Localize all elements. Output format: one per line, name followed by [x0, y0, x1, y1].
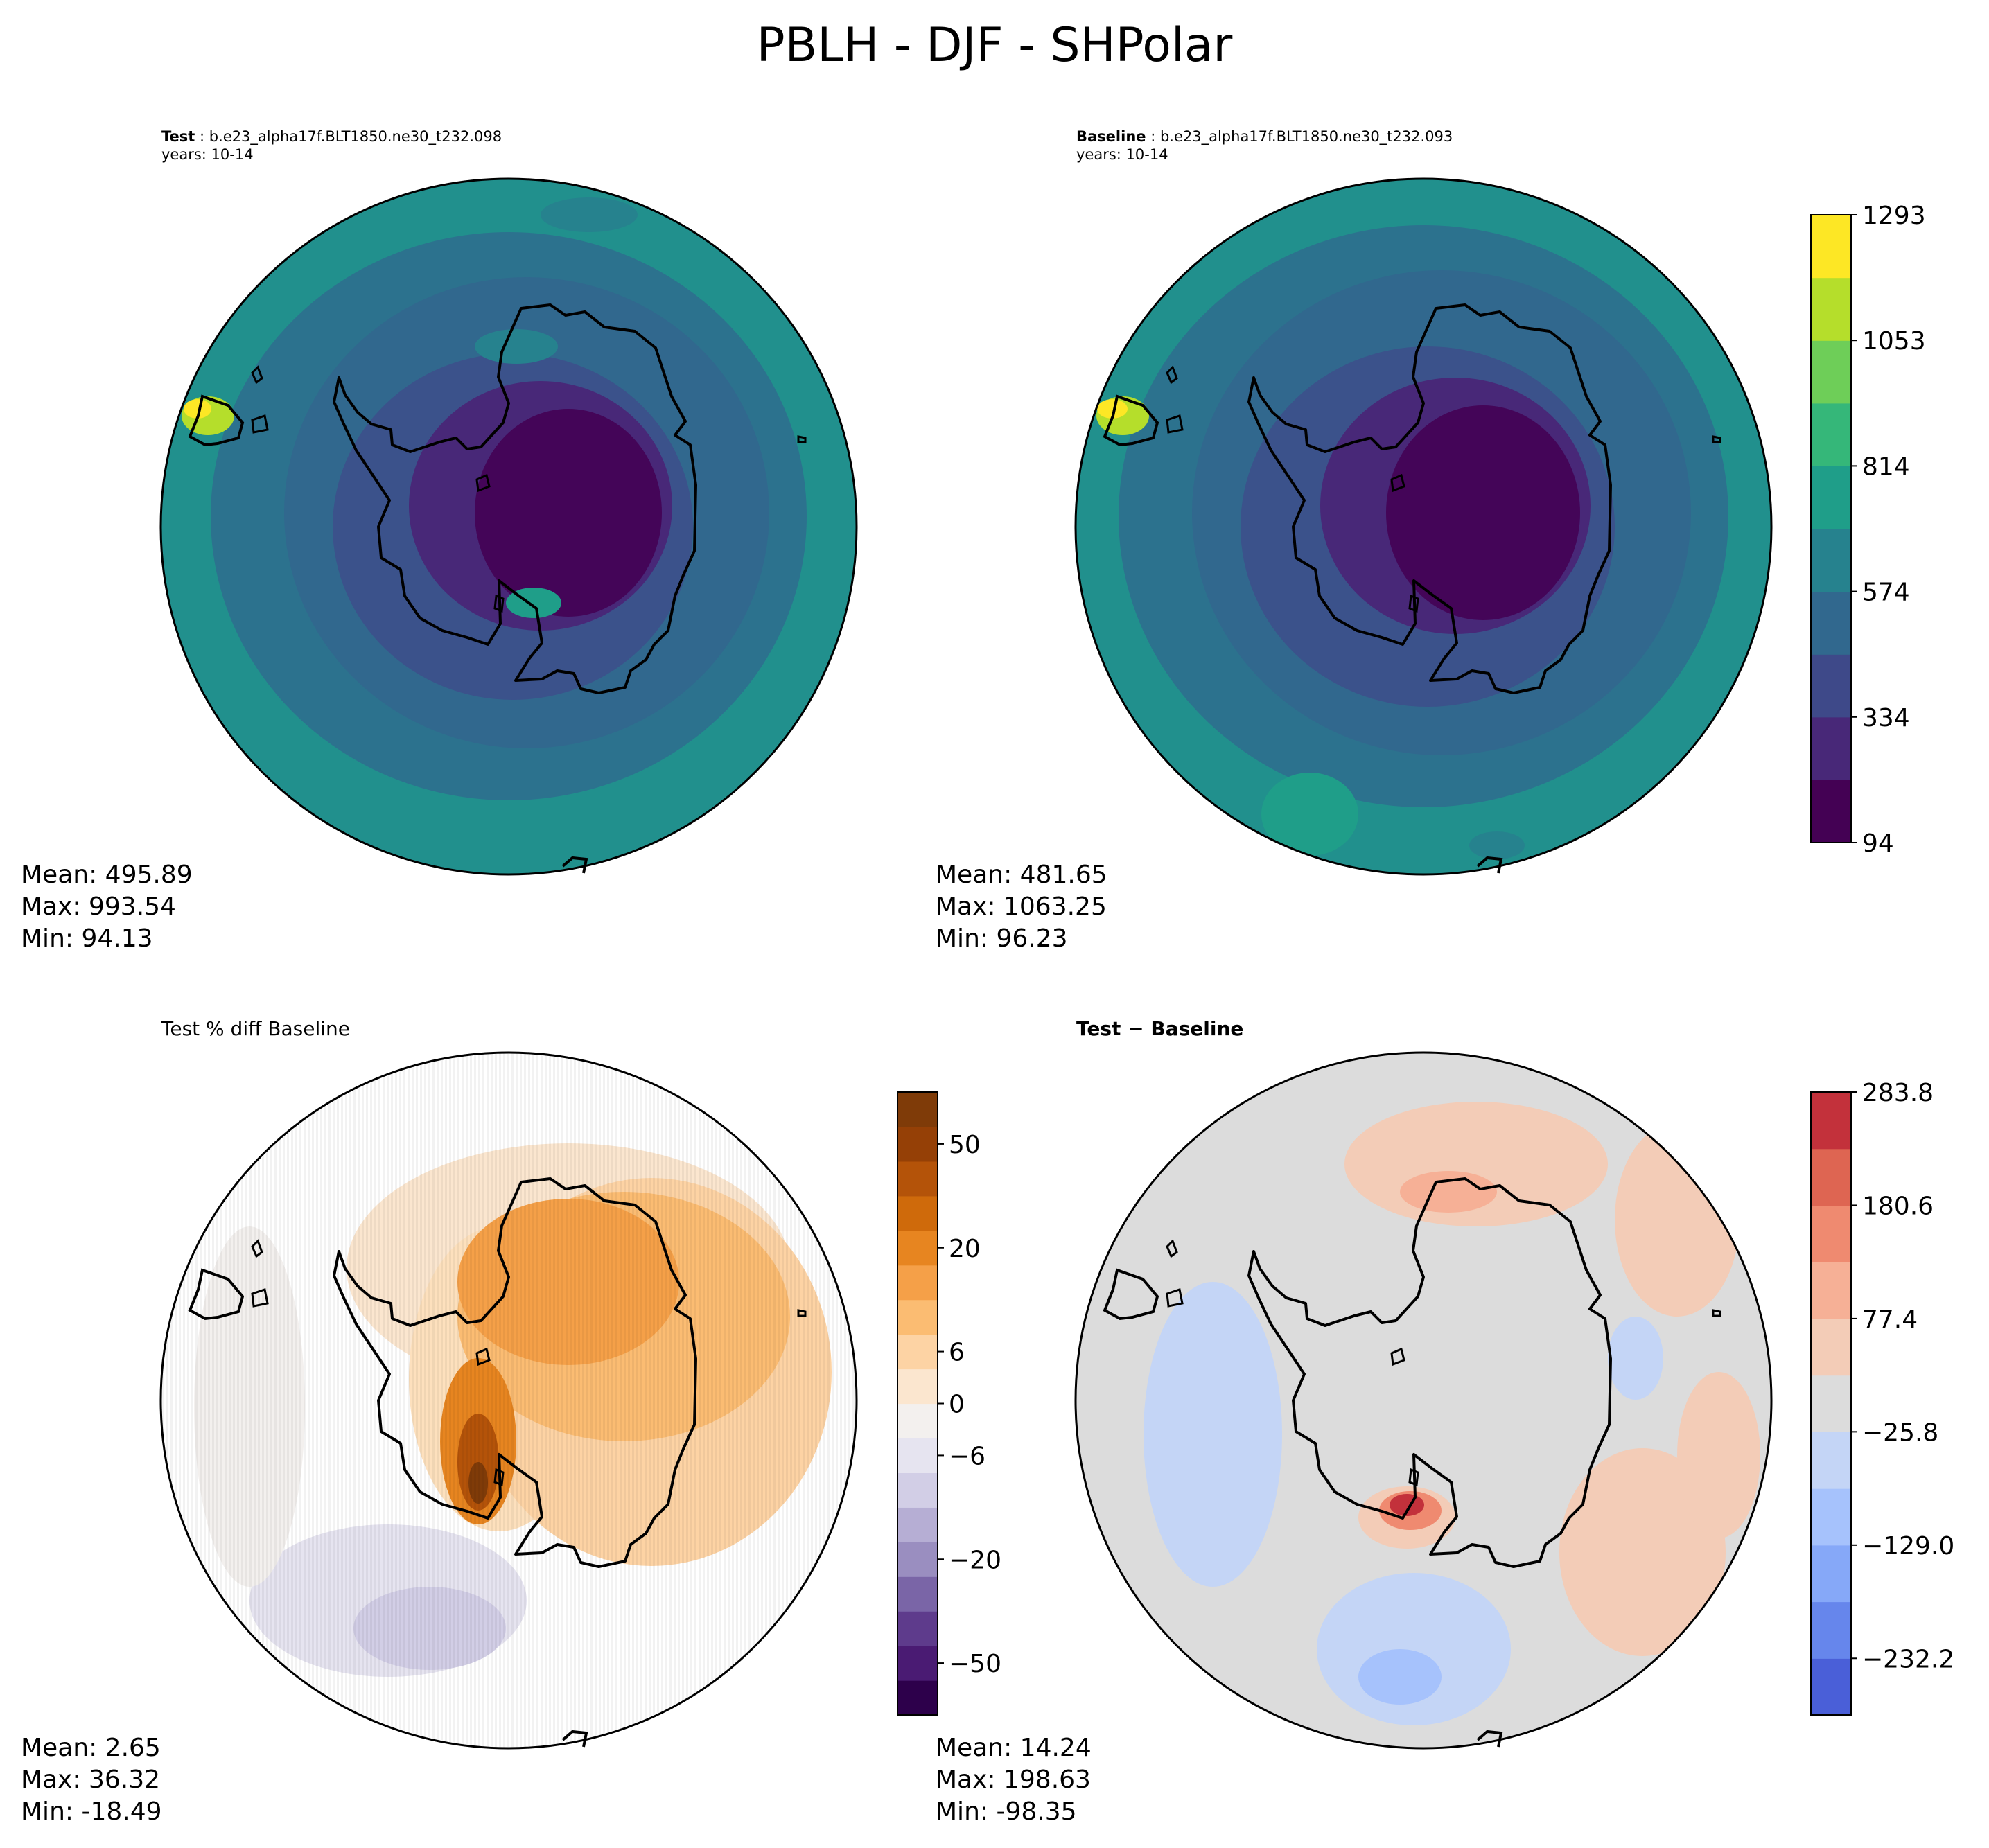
puor-swatch — [897, 1092, 938, 1127]
pctdiff-max: Max: 36.32 — [21, 1766, 161, 1794]
puor-tick-label: 0 — [949, 1391, 965, 1419]
coolwarm-swatch — [1811, 1545, 1851, 1603]
baseline-min: Min: 96.23 — [936, 924, 1068, 953]
puor-swatch — [897, 1299, 938, 1335]
viridis-swatch — [1811, 340, 1851, 404]
viridis-swatch — [1811, 529, 1851, 592]
pctdiff-mean: Mean: 2.65 — [21, 1734, 161, 1762]
test-max: Max: 993.54 — [21, 892, 176, 921]
coolwarm-frame — [1810, 1091, 1852, 1716]
coolwarm-swatch — [1811, 1658, 1851, 1716]
viridis-swatch — [1811, 780, 1851, 843]
test-mean: Mean: 495.89 — [21, 861, 193, 889]
coolwarm-tick-label: 77.4 — [1862, 1305, 1918, 1334]
test-case-name: b.e23_alpha17f.BLT1850.ne30_t232.098 — [209, 128, 502, 145]
coolwarm-swatch — [1811, 1601, 1851, 1659]
puor-swatch — [897, 1507, 938, 1542]
viridis-colorbar: 94 334 574 814 1053 1293 — [1810, 202, 1926, 858]
puor-tick-label: 50 — [949, 1131, 981, 1159]
baseline-case-name: b.e23_alpha17f.BLT1850.ne30_t232.093 — [1159, 128, 1453, 145]
coolwarm-swatch — [1811, 1205, 1851, 1262]
puor-tick-label: −50 — [949, 1650, 1001, 1678]
puor-swatch — [897, 1680, 938, 1716]
pctdiff-min: Min: -18.49 — [21, 1797, 162, 1826]
puor-swatch — [897, 1126, 938, 1162]
puor-swatch — [897, 1403, 938, 1439]
viridis-swatch — [1811, 654, 1851, 718]
puor-tick-label: −6 — [949, 1442, 985, 1470]
baseline-mean: Mean: 481.65 — [936, 861, 1107, 889]
test-case-label: Test : b.e23_alpha17f.BLT1850.ne30_t232.… — [161, 128, 502, 145]
coolwarm-tick-label: 180.6 — [1862, 1192, 1934, 1220]
viridis-tick-label: 94 — [1862, 829, 1894, 858]
puor-swatch — [897, 1369, 938, 1405]
baseline-case-label: Baseline : b.e23_alpha17f.BLT1850.ne30_t… — [1076, 128, 1453, 145]
baseline-label: Baseline — [1076, 128, 1146, 145]
coolwarm-swatch — [1811, 1262, 1851, 1319]
coolwarm-tick-label: −232.2 — [1862, 1645, 1954, 1673]
coolwarm-tick-label: −25.8 — [1862, 1418, 1938, 1447]
puor-swatch — [897, 1265, 938, 1301]
puor-tick-label: 20 — [949, 1235, 981, 1263]
diff-map-panel — [1074, 1051, 1773, 1750]
test-min: Min: 94.13 — [21, 924, 153, 953]
puor-swatch — [897, 1230, 938, 1266]
puor-swatch — [897, 1576, 938, 1612]
viridis-swatch — [1811, 403, 1851, 466]
coolwarm-colorbar: −232.2 −129.0 −25.8 77.4 180.6 283.8 — [1810, 1079, 1954, 1716]
puor-swatch — [897, 1438, 938, 1473]
puor-swatch — [897, 1472, 938, 1508]
puor-tick-label: 6 — [949, 1339, 965, 1367]
diff-max: Max: 198.63 — [936, 1766, 1091, 1794]
baseline-map-panel — [1074, 177, 1773, 876]
coolwarm-tick-label: 283.8 — [1862, 1079, 1934, 1107]
puor-swatch — [897, 1334, 938, 1370]
viridis-tick-label: 334 — [1862, 704, 1910, 732]
coolwarm-swatch — [1811, 1375, 1851, 1432]
coolwarm-swatch — [1811, 1488, 1851, 1546]
baseline-stats: Mean: 481.65 Max: 1063.25 Min: 96.23 — [936, 859, 1107, 955]
coolwarm-swatch — [1811, 1432, 1851, 1489]
viridis-swatch — [1811, 591, 1851, 655]
diff-title: Test − Baseline — [1076, 1017, 1244, 1040]
baseline-years: years: 10-14 — [1076, 146, 1168, 163]
figure-title: PBLH - DJF - SHPolar — [757, 18, 1233, 73]
puor-swatch — [897, 1161, 938, 1197]
pctdiff-title: Test % diff Baseline — [161, 1017, 351, 1040]
viridis-swatch — [1811, 215, 1851, 279]
puor-colorbar: −50 −20 −6 0 6 20 50 — [897, 1091, 1001, 1716]
viridis-tick-label: 1293 — [1862, 202, 1926, 230]
baseline-max: Max: 1063.25 — [936, 892, 1107, 921]
viridis-swatch — [1811, 466, 1851, 529]
viridis-tick-label: 574 — [1862, 579, 1910, 607]
viridis-tick-label: 814 — [1862, 452, 1910, 481]
viridis-swatch — [1811, 277, 1851, 341]
pctdiff-stats: Mean: 2.65 Max: 36.32 Min: -18.49 — [21, 1732, 162, 1828]
coolwarm-tick-label: −129.0 — [1862, 1532, 1954, 1560]
diff-mean: Mean: 14.24 — [936, 1734, 1092, 1762]
puor-tick-label: −20 — [949, 1546, 1001, 1574]
coolwarm-swatch — [1811, 1318, 1851, 1376]
test-stats: Mean: 495.89 Max: 993.54 Min: 94.13 — [21, 859, 193, 955]
viridis-tick-label: 1053 — [1862, 327, 1926, 355]
test-years: years: 10-14 — [161, 146, 254, 163]
puor-swatch — [897, 1195, 938, 1231]
pctdiff-map-panel — [159, 1051, 858, 1750]
coolwarm-swatch — [1811, 1092, 1851, 1150]
test-label: Test — [161, 128, 195, 145]
diff-stats: Mean: 14.24 Max: 198.63 Min: -98.35 — [936, 1732, 1092, 1828]
viridis-swatch — [1811, 716, 1851, 780]
puor-swatch — [897, 1542, 938, 1577]
puor-swatch — [897, 1611, 938, 1646]
viridis-frame — [1810, 214, 1852, 843]
coolwarm-swatch — [1811, 1148, 1851, 1206]
diff-min: Min: -98.35 — [936, 1797, 1077, 1826]
test-map-panel — [159, 177, 858, 876]
puor-swatch — [897, 1646, 938, 1681]
